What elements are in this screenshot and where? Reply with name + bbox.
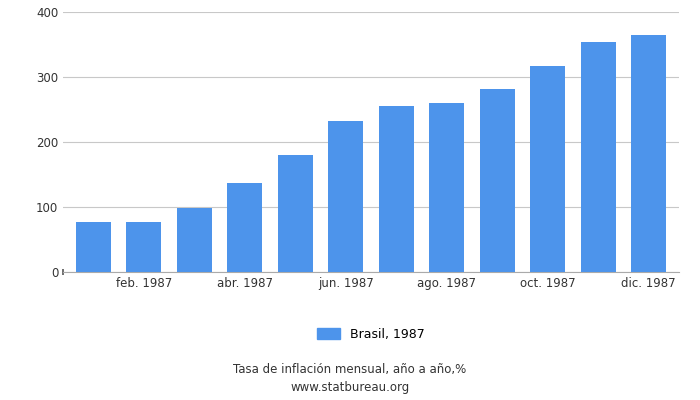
Bar — [278, 155, 313, 272]
Bar — [126, 222, 162, 272]
Bar — [480, 89, 515, 272]
Bar — [176, 208, 212, 272]
Text: www.statbureau.org: www.statbureau.org — [290, 382, 410, 394]
Bar — [328, 121, 363, 272]
Bar — [379, 106, 414, 272]
Bar — [429, 103, 464, 272]
Bar — [227, 183, 262, 272]
Text: Tasa de inflación mensual, año a año,%: Tasa de inflación mensual, año a año,% — [233, 364, 467, 376]
Bar — [580, 42, 616, 272]
Bar — [530, 66, 566, 272]
Legend: Brasil, 1987: Brasil, 1987 — [317, 328, 425, 341]
Bar — [631, 35, 666, 272]
Bar — [76, 222, 111, 272]
